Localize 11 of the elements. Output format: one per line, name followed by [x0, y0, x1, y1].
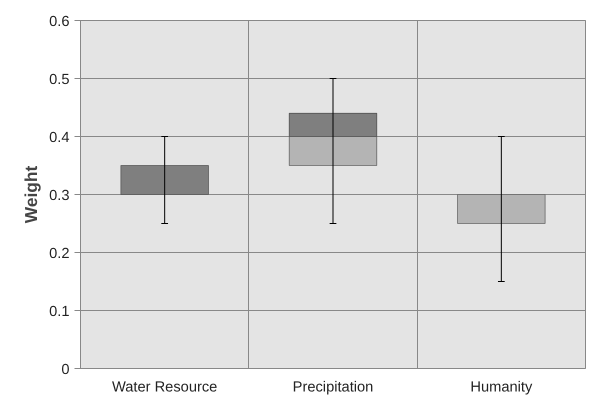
y-tick-label: 0.1 — [49, 304, 70, 320]
y-tick-label: 0.5 — [49, 72, 70, 88]
x-tick-label: Water Resource — [112, 380, 218, 396]
x-tick-label: Humanity — [470, 380, 533, 396]
x-tick-label: Precipitation — [292, 380, 374, 396]
y-axis-title: Weight — [21, 166, 42, 224]
y-tick-label: 0 — [61, 362, 70, 378]
y-tick-label: 0.2 — [49, 246, 70, 262]
y-tick-label: 0.4 — [49, 130, 70, 146]
y-tick-label: 0.6 — [49, 14, 70, 30]
y-tick-label: 0.3 — [49, 188, 70, 204]
